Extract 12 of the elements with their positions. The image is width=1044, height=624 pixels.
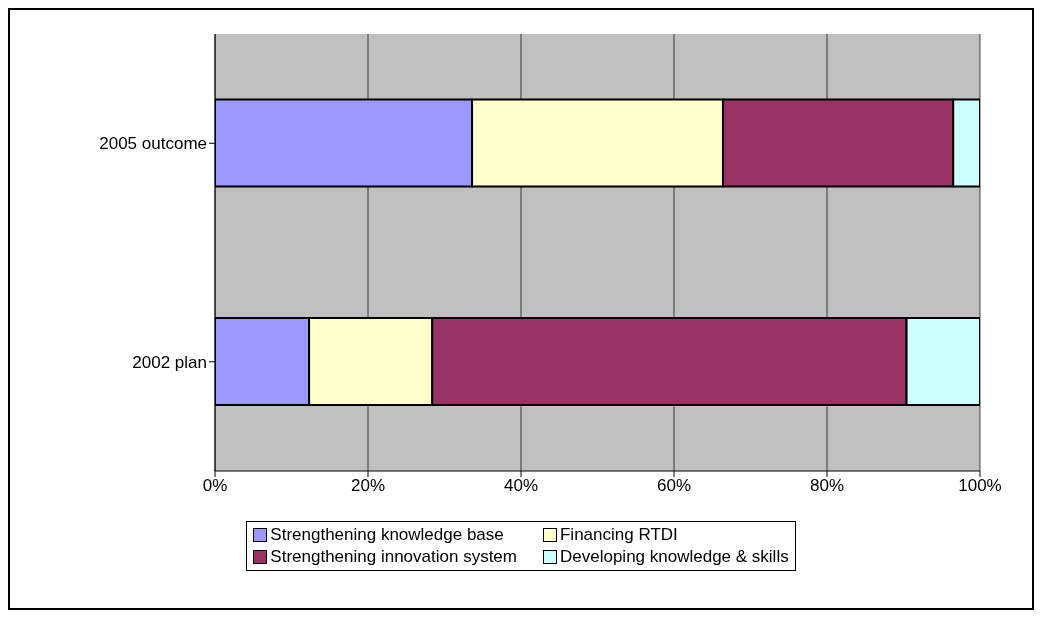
y-tick-label: 2005 outcome	[99, 134, 207, 154]
legend-label: Developing knowledge & skills	[559, 546, 789, 568]
x-tick-label: 80%	[809, 476, 845, 496]
legend-label: Strengthening knowledge base	[270, 524, 504, 546]
y-tick-label: 2002 plan	[132, 352, 207, 372]
x-tick-label: 40%	[503, 476, 539, 496]
x-tick-label: 60%	[656, 476, 692, 496]
x-tick-label: 0%	[202, 476, 228, 496]
x-tick-label: 100%	[958, 476, 1002, 496]
legend-label: Strengthening innovation system	[270, 546, 517, 568]
legend-label: Financing RTDI	[559, 524, 678, 546]
x-tick-label: 20%	[350, 476, 386, 496]
